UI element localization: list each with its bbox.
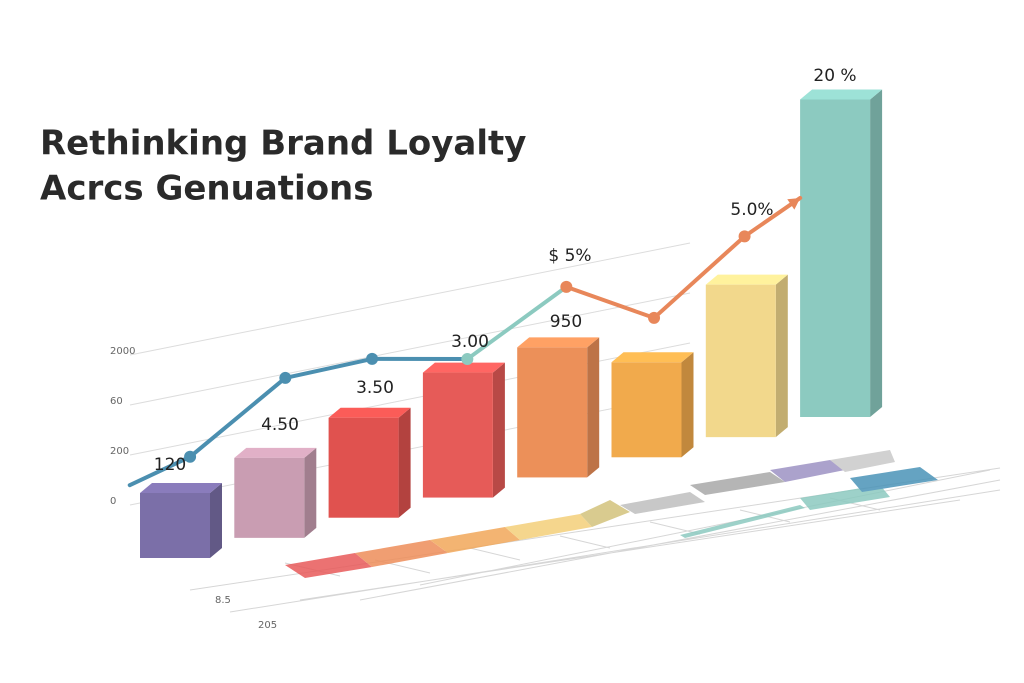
bar-side (492, 362, 505, 498)
line-arrowhead (787, 197, 801, 210)
line-point (184, 450, 197, 463)
line-segment (188, 375, 288, 459)
bar-front (422, 372, 493, 498)
floor-label: 205 (258, 620, 277, 631)
line-point (738, 230, 751, 243)
line-point (366, 352, 379, 365)
line-point (560, 280, 573, 293)
line-segment (465, 284, 569, 362)
bar (705, 274, 788, 438)
bar-top (611, 352, 694, 363)
line-point (648, 311, 661, 324)
bar (611, 352, 694, 458)
bar-side (870, 89, 883, 418)
y-tick-label: 0 (110, 496, 116, 507)
bar-front (517, 347, 588, 478)
data-label: 120 (154, 455, 186, 475)
bar-top (705, 274, 788, 285)
data-label: 3.00 (451, 332, 489, 352)
bar (800, 89, 883, 418)
floor-label: 8.5 (215, 595, 231, 606)
bar-side (304, 447, 317, 538)
bar (234, 447, 317, 538)
chart-title: Rethinking Brand Loyalty (40, 124, 526, 164)
bar-side (398, 407, 411, 518)
line-segment (564, 284, 657, 320)
bar-side (775, 274, 788, 438)
bar-front (705, 284, 776, 438)
bar (517, 337, 600, 478)
line-segment (652, 234, 747, 320)
bar-front (140, 493, 210, 558)
line-point (461, 353, 474, 366)
y-tick-label: 2000 (110, 346, 135, 357)
floor-strips (285, 450, 938, 578)
bar (140, 483, 222, 558)
data-label: 5.0% (730, 200, 773, 220)
data-label: 950 (550, 312, 582, 332)
bar-front (800, 99, 871, 418)
bar-side (210, 483, 222, 558)
data-label: 4.50 (261, 415, 299, 435)
bar-front (234, 457, 305, 538)
chart-title: Acrcs Genuations (40, 169, 374, 209)
bar-side (587, 337, 600, 478)
bar-top (328, 407, 411, 418)
bar-top (800, 89, 883, 100)
bar (328, 407, 411, 518)
line-segment (127, 454, 193, 488)
bar-front (328, 417, 399, 518)
bar-top (422, 362, 505, 373)
y-tick-label: 60 (110, 396, 123, 407)
grid-line (129, 292, 691, 406)
grid-line (129, 242, 691, 356)
data-label: $ 5% (548, 246, 591, 266)
bar-top (517, 337, 600, 348)
bar-top (140, 483, 222, 493)
bar-top (234, 447, 317, 458)
y-tick-label: 200 (110, 446, 129, 457)
bar-front (611, 362, 682, 458)
bar-side (681, 352, 694, 458)
line-point (279, 371, 292, 384)
bar (422, 362, 505, 498)
line-segment (283, 356, 375, 380)
data-label: 3.50 (356, 378, 394, 398)
data-label: 20 % (813, 66, 856, 86)
